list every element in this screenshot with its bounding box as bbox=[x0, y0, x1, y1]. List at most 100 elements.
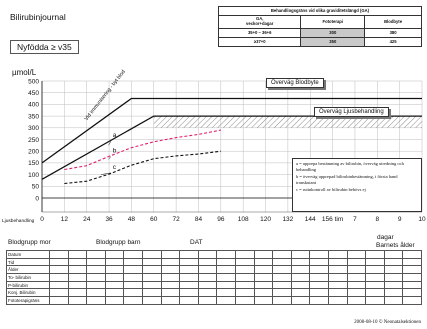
log-cell[interactable] bbox=[67, 257, 88, 267]
log-cell[interactable] bbox=[160, 265, 181, 275]
log-cell[interactable] bbox=[141, 265, 162, 275]
log-cell[interactable] bbox=[179, 257, 199, 267]
log-cell[interactable] bbox=[383, 257, 404, 267]
log-cell[interactable] bbox=[49, 257, 69, 267]
log-cell[interactable] bbox=[290, 257, 311, 267]
log-cell[interactable] bbox=[402, 296, 422, 305]
log-cell[interactable] bbox=[123, 273, 143, 282]
log-cell[interactable] bbox=[309, 257, 329, 267]
log-cell[interactable] bbox=[179, 280, 199, 290]
log-cell[interactable] bbox=[234, 288, 255, 298]
log-cell[interactable] bbox=[179, 250, 199, 259]
log-cell[interactable] bbox=[272, 257, 292, 267]
log-cell[interactable] bbox=[365, 288, 385, 298]
log-cell[interactable] bbox=[197, 273, 218, 282]
log-cell[interactable] bbox=[365, 273, 385, 282]
log-cell[interactable] bbox=[365, 296, 385, 305]
log-cell[interactable] bbox=[346, 265, 367, 275]
log-cell[interactable] bbox=[346, 280, 367, 290]
log-cell[interactable] bbox=[383, 250, 404, 259]
log-cell[interactable] bbox=[86, 265, 106, 275]
log-cell[interactable] bbox=[86, 280, 106, 290]
log-cell[interactable] bbox=[141, 257, 162, 267]
log-cell[interactable] bbox=[402, 288, 422, 298]
log-cell[interactable] bbox=[365, 265, 385, 275]
log-cell[interactable] bbox=[197, 296, 218, 305]
log-cell[interactable] bbox=[402, 265, 422, 275]
log-cell[interactable] bbox=[49, 296, 69, 305]
log-cell[interactable] bbox=[346, 296, 367, 305]
log-cell[interactable] bbox=[216, 257, 236, 267]
log-cell[interactable] bbox=[309, 280, 329, 290]
log-cell[interactable] bbox=[234, 273, 255, 282]
log-cell[interactable] bbox=[365, 280, 385, 290]
log-cell[interactable] bbox=[123, 288, 143, 298]
log-cell[interactable] bbox=[86, 288, 106, 298]
log-cell[interactable] bbox=[290, 250, 311, 259]
log-cell[interactable] bbox=[272, 296, 292, 305]
log-cell[interactable] bbox=[253, 257, 274, 267]
log-cell[interactable] bbox=[67, 280, 88, 290]
log-cell[interactable] bbox=[49, 288, 69, 298]
log-cell[interactable] bbox=[216, 265, 236, 275]
log-cell[interactable] bbox=[216, 250, 236, 259]
log-cell[interactable] bbox=[327, 250, 348, 259]
log-cell[interactable] bbox=[365, 250, 385, 259]
log-cell[interactable] bbox=[383, 280, 404, 290]
log-cell[interactable] bbox=[253, 296, 274, 305]
log-cell[interactable] bbox=[309, 250, 329, 259]
log-cell[interactable] bbox=[86, 273, 106, 282]
log-cell[interactable] bbox=[272, 273, 292, 282]
log-cell[interactable] bbox=[123, 265, 143, 275]
log-cell[interactable] bbox=[160, 288, 181, 298]
log-cell[interactable] bbox=[383, 273, 404, 282]
log-cell[interactable] bbox=[290, 288, 311, 298]
log-cell[interactable] bbox=[272, 280, 292, 290]
log-cell[interactable] bbox=[104, 273, 125, 282]
log-cell[interactable] bbox=[216, 280, 236, 290]
log-cell[interactable] bbox=[160, 280, 181, 290]
log-cell[interactable] bbox=[197, 257, 218, 267]
log-cell[interactable] bbox=[327, 280, 348, 290]
log-cell[interactable] bbox=[104, 265, 125, 275]
log-cell[interactable] bbox=[383, 296, 404, 305]
log-cell[interactable] bbox=[383, 288, 404, 298]
log-cell[interactable] bbox=[234, 250, 255, 259]
log-cell[interactable] bbox=[160, 250, 181, 259]
log-cell[interactable] bbox=[160, 273, 181, 282]
log-cell[interactable] bbox=[309, 288, 329, 298]
log-cell[interactable] bbox=[123, 280, 143, 290]
log-cell[interactable] bbox=[141, 250, 162, 259]
log-cell[interactable] bbox=[49, 273, 69, 282]
log-cell[interactable] bbox=[104, 257, 125, 267]
log-cell[interactable] bbox=[197, 265, 218, 275]
log-cell[interactable] bbox=[272, 265, 292, 275]
log-cell[interactable] bbox=[327, 296, 348, 305]
log-cell[interactable] bbox=[67, 296, 88, 305]
log-cell[interactable] bbox=[272, 288, 292, 298]
log-cell[interactable] bbox=[49, 265, 69, 275]
log-cell[interactable] bbox=[253, 265, 274, 275]
log-cell[interactable] bbox=[253, 250, 274, 259]
log-cell[interactable] bbox=[197, 280, 218, 290]
log-cell[interactable] bbox=[49, 250, 69, 259]
log-cell[interactable] bbox=[327, 265, 348, 275]
log-cell[interactable] bbox=[234, 265, 255, 275]
log-cell[interactable] bbox=[67, 265, 88, 275]
log-cell[interactable] bbox=[327, 288, 348, 298]
log-cell[interactable] bbox=[402, 250, 422, 259]
log-cell[interactable] bbox=[104, 296, 125, 305]
log-cell[interactable] bbox=[67, 273, 88, 282]
log-cell[interactable] bbox=[197, 250, 218, 259]
log-cell[interactable] bbox=[67, 250, 88, 259]
log-cell[interactable] bbox=[234, 257, 255, 267]
log-cell[interactable] bbox=[104, 288, 125, 298]
log-cell[interactable] bbox=[49, 280, 69, 290]
log-cell[interactable] bbox=[141, 273, 162, 282]
log-cell[interactable] bbox=[179, 288, 199, 298]
log-cell[interactable] bbox=[141, 288, 162, 298]
log-cell[interactable] bbox=[365, 257, 385, 267]
log-cell[interactable] bbox=[290, 273, 311, 282]
log-cell[interactable] bbox=[327, 273, 348, 282]
log-cell[interactable] bbox=[216, 288, 236, 298]
